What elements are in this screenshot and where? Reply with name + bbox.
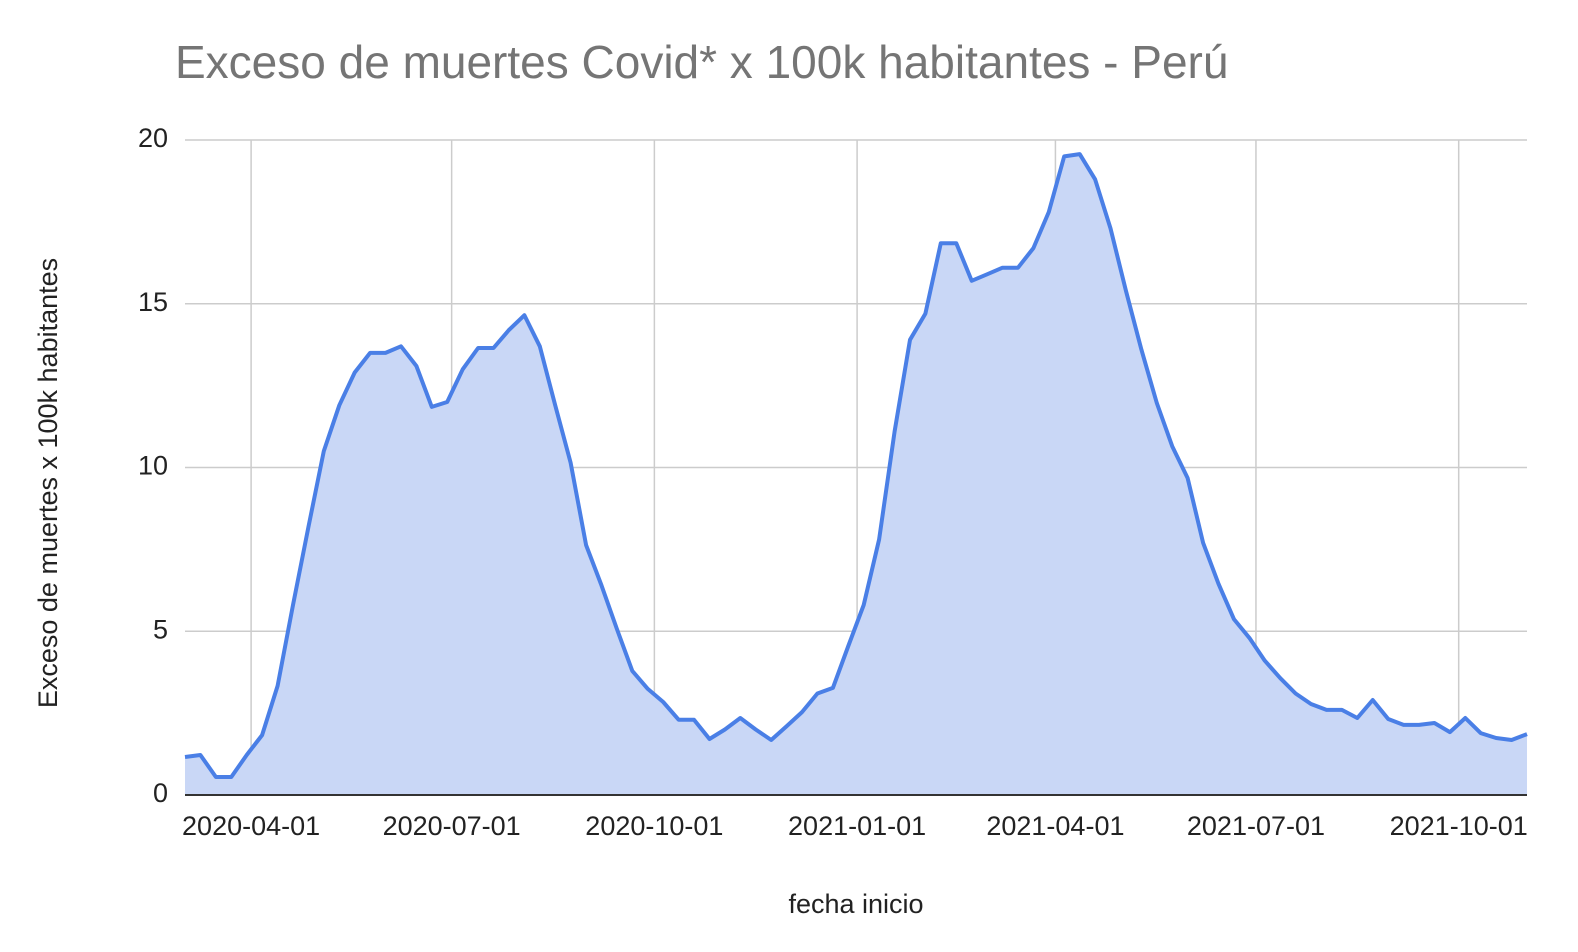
y-axis-title: Exceso de muertes x 100k habitantes: [33, 258, 63, 708]
y-tick-label: 15: [138, 287, 168, 317]
x-tick-label: 2021-10-01: [1390, 811, 1528, 841]
x-tick-label: 2020-10-01: [585, 811, 723, 841]
area: [185, 154, 1527, 796]
y-tick-label: 0: [153, 778, 168, 808]
x-axis-title: fecha inicio: [788, 889, 923, 919]
y-tick-label: 5: [153, 614, 168, 644]
x-tick-label: 2020-04-01: [182, 811, 320, 841]
x-tick-label: 2021-01-01: [788, 811, 926, 841]
x-tick-label: 2021-04-01: [986, 811, 1124, 841]
y-tick-label: 10: [138, 451, 168, 481]
y-tick-label: 20: [138, 123, 168, 153]
chart-title: Exceso de muertes Covid* x 100k habitant…: [175, 36, 1228, 88]
x-tick-label: 2020-07-01: [383, 811, 521, 841]
line: [184, 152, 1528, 779]
x-tick-label: 2021-07-01: [1187, 811, 1325, 841]
